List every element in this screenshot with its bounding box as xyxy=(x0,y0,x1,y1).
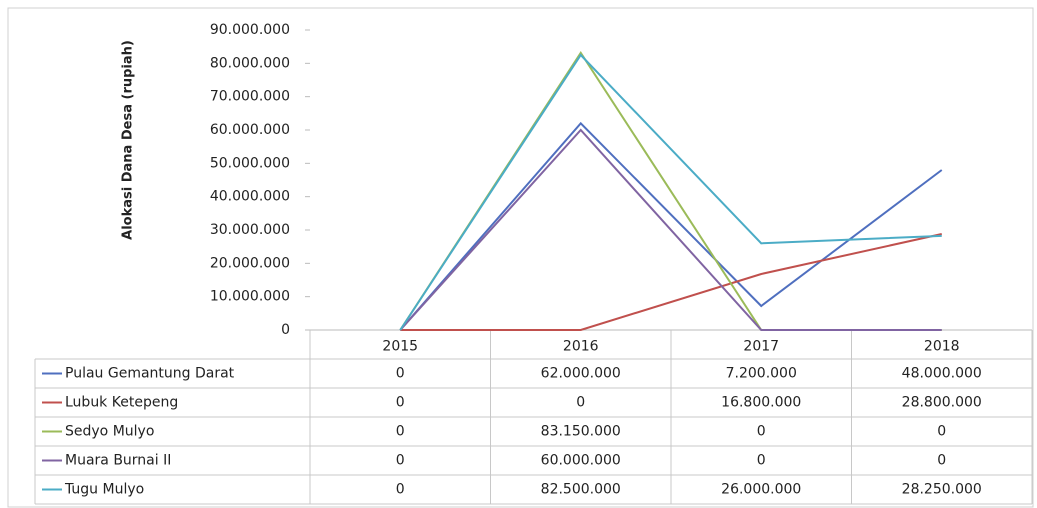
y-tick-label: 40.000.000 xyxy=(210,189,290,205)
table-value: 60.000.000 xyxy=(541,453,621,469)
table-value: 0 xyxy=(396,366,405,382)
y-tick-label: 80.000.000 xyxy=(210,55,290,71)
series-line xyxy=(399,53,942,331)
y-tick-label: 50.000.000 xyxy=(210,155,290,171)
table-value: 7.200.000 xyxy=(726,366,797,382)
y-tick-label: 30.000.000 xyxy=(210,222,290,238)
y-axis-label: Alokasi Dana Desa (rupiah) xyxy=(121,40,136,240)
table-value: 0 xyxy=(757,453,766,469)
table-value: 0 xyxy=(937,424,946,440)
x-tick-label: 2015 xyxy=(382,339,418,355)
x-tick-label: 2017 xyxy=(743,339,779,355)
y-tick-label: 10.000.000 xyxy=(210,289,290,305)
table-value: 26.000.000 xyxy=(721,482,801,498)
table-value: 48.000.000 xyxy=(902,366,982,382)
series-line xyxy=(399,121,943,331)
y-tick-label: 70.000.000 xyxy=(210,89,290,105)
legend-label: Pulau Gemantung Darat xyxy=(65,366,235,382)
table-value: 0 xyxy=(757,424,766,440)
legend-label: Lubuk Ketepeng xyxy=(65,395,178,411)
table-value: 0 xyxy=(396,395,405,411)
table-value: 0 xyxy=(937,453,946,469)
x-tick-label: 2018 xyxy=(924,339,960,355)
chart-border xyxy=(7,7,1034,508)
y-tick-label: 20.000.000 xyxy=(210,255,290,271)
y-tick-label: 90.000.000 xyxy=(210,22,290,38)
table-value: 83.150.000 xyxy=(541,424,621,440)
y-tick-label: 0 xyxy=(281,322,290,338)
x-tick-label: 2016 xyxy=(563,339,599,355)
series-line xyxy=(399,51,942,331)
table-value: 82.500.000 xyxy=(541,482,621,498)
table-value: 16.800.000 xyxy=(721,395,801,411)
table-value: 0 xyxy=(396,482,405,498)
table-value: 28.250.000 xyxy=(902,482,982,498)
series-line xyxy=(399,128,942,331)
table-value: 0 xyxy=(396,424,405,440)
y-tick-label: 60.000.000 xyxy=(210,122,290,138)
table-value: 28.800.000 xyxy=(902,395,982,411)
table-value: 0 xyxy=(396,453,405,469)
legend-label: Tugu Mulyo xyxy=(64,482,144,498)
series-line xyxy=(400,233,942,331)
table-value: 62.000.000 xyxy=(541,366,621,382)
table-value: 0 xyxy=(576,395,585,411)
legend-label: Muara Burnai II xyxy=(65,453,171,469)
legend-label: Sedyo Mulyo xyxy=(65,424,154,440)
